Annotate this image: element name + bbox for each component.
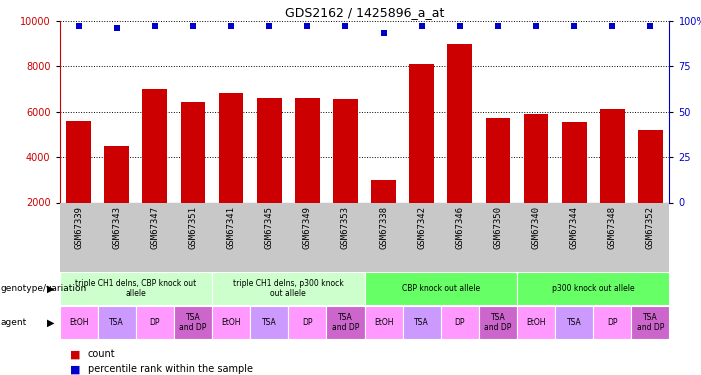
Bar: [136, 306, 174, 339]
Point: [226, 23, 237, 29]
Bar: [174, 306, 212, 339]
Text: GSM67346: GSM67346: [456, 206, 464, 249]
Text: TSA
and DP: TSA and DP: [179, 313, 207, 332]
Bar: [632, 306, 669, 339]
Text: TSA: TSA: [567, 318, 582, 327]
Text: DP: DP: [607, 318, 618, 327]
Text: TSA: TSA: [109, 318, 124, 327]
Text: TSA
and DP: TSA and DP: [484, 313, 512, 332]
Text: genotype/variation: genotype/variation: [1, 284, 87, 293]
Bar: [257, 98, 282, 202]
Point: [340, 23, 351, 29]
Text: ▶: ▶: [48, 284, 55, 294]
Text: GSM67340: GSM67340: [531, 206, 540, 249]
Bar: [212, 306, 250, 339]
Text: ■: ■: [70, 350, 81, 359]
Text: GSM67343: GSM67343: [112, 206, 121, 249]
Point: [264, 23, 275, 29]
Text: DP: DP: [302, 318, 313, 327]
Bar: [219, 93, 243, 202]
Text: CBP knock out allele: CBP knock out allele: [402, 284, 479, 293]
Point: [606, 23, 618, 29]
Point: [149, 23, 161, 29]
Bar: [365, 272, 517, 305]
Bar: [638, 130, 662, 203]
Bar: [409, 64, 434, 202]
Text: GSM67345: GSM67345: [265, 206, 273, 249]
Bar: [562, 122, 587, 202]
Point: [454, 23, 465, 29]
Bar: [181, 102, 205, 202]
Bar: [60, 272, 212, 305]
Bar: [60, 306, 97, 339]
Bar: [288, 306, 327, 339]
Point: [378, 30, 389, 36]
Bar: [104, 146, 129, 202]
Bar: [486, 118, 510, 202]
Text: TSA
and DP: TSA and DP: [637, 313, 664, 332]
Text: GSM67339: GSM67339: [74, 206, 83, 249]
Title: GDS2162 / 1425896_a_at: GDS2162 / 1425896_a_at: [285, 6, 444, 20]
Point: [569, 23, 580, 29]
Point: [416, 23, 428, 29]
Text: GSM67342: GSM67342: [417, 206, 426, 249]
Text: GSM67352: GSM67352: [646, 206, 655, 249]
Bar: [372, 180, 396, 203]
Text: GSM67351: GSM67351: [189, 206, 198, 249]
Text: EtOH: EtOH: [69, 318, 88, 327]
Text: GSM67338: GSM67338: [379, 206, 388, 249]
Text: percentile rank within the sample: percentile rank within the sample: [88, 364, 252, 374]
Text: GSM67349: GSM67349: [303, 206, 312, 249]
Bar: [67, 121, 91, 202]
Text: triple CH1 delns, p300 knock
out allele: triple CH1 delns, p300 knock out allele: [233, 279, 343, 298]
Bar: [295, 98, 320, 202]
Bar: [212, 272, 365, 305]
Text: ■: ■: [70, 364, 81, 374]
Bar: [517, 306, 555, 339]
Text: count: count: [88, 350, 115, 359]
Bar: [600, 109, 625, 202]
Point: [111, 25, 123, 31]
Bar: [524, 114, 548, 202]
Text: ▶: ▶: [48, 318, 55, 327]
Text: GSM67353: GSM67353: [341, 206, 350, 249]
Point: [645, 23, 656, 29]
Text: EtOH: EtOH: [526, 318, 546, 327]
Bar: [402, 306, 441, 339]
Point: [492, 23, 503, 29]
Bar: [97, 306, 136, 339]
Text: triple CH1 delns, CBP knock out
allele: triple CH1 delns, CBP knock out allele: [75, 279, 196, 298]
Text: EtOH: EtOH: [374, 318, 393, 327]
Text: GSM67348: GSM67348: [608, 206, 617, 249]
Text: GSM67350: GSM67350: [494, 206, 503, 249]
Text: GSM67344: GSM67344: [570, 206, 578, 249]
Text: agent: agent: [1, 318, 27, 327]
Text: DP: DP: [454, 318, 465, 327]
Bar: [327, 306, 365, 339]
Text: DP: DP: [149, 318, 160, 327]
Point: [301, 23, 313, 29]
Text: p300 knock out allele: p300 knock out allele: [552, 284, 634, 293]
Bar: [593, 306, 632, 339]
Bar: [517, 272, 669, 305]
Bar: [479, 306, 517, 339]
Text: TSA: TSA: [262, 318, 277, 327]
Bar: [142, 89, 168, 202]
Text: EtOH: EtOH: [222, 318, 241, 327]
Bar: [365, 306, 402, 339]
Point: [73, 23, 84, 29]
Point: [531, 23, 542, 29]
Point: [187, 23, 198, 29]
Text: TSA: TSA: [414, 318, 429, 327]
Bar: [441, 306, 479, 339]
Bar: [333, 99, 358, 202]
Text: GSM67347: GSM67347: [151, 206, 159, 249]
Bar: [555, 306, 593, 339]
Bar: [447, 45, 472, 203]
Text: TSA
and DP: TSA and DP: [332, 313, 359, 332]
Bar: [250, 306, 288, 339]
Text: GSM67341: GSM67341: [226, 206, 236, 249]
